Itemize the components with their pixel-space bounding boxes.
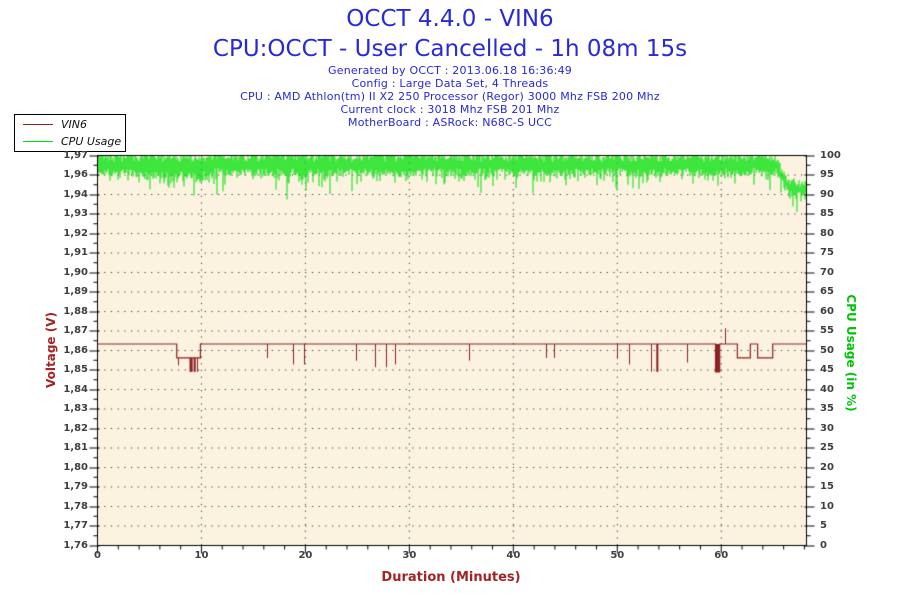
cpu-usage-tick-label: 100 xyxy=(820,149,841,161)
cpu-usage-tick-label: 20 xyxy=(820,461,834,473)
voltage-tick-label: 1,82 xyxy=(63,422,88,434)
voltage-tick-label: 1,89 xyxy=(63,286,88,297)
cpu-usage-tick-label: 10 xyxy=(820,500,834,512)
cpu-usage-tick-label: 70 xyxy=(820,266,834,278)
voltage-tick-label: 1,90 xyxy=(63,266,88,278)
info-line-generated: Generated by OCCT : 2013.06.18 16:36:49 xyxy=(328,64,572,77)
info-line-clock: Current clock : 3018 Mhz FSB 201 Mhz xyxy=(340,103,560,116)
duration-tick-label: 50 xyxy=(610,550,625,561)
duration-tick-label: 40 xyxy=(506,550,521,561)
voltage-tick-label: 1,96 xyxy=(63,169,88,180)
legend-item-cpu-usage: CPU Usage xyxy=(15,135,125,149)
cpu-usage-tick-label: 30 xyxy=(820,422,834,434)
x-axis-title-duration: Duration (Minutes) xyxy=(381,570,521,585)
info-line-motherboard: MotherBoard : ASRock: N68C-S UCC xyxy=(348,116,552,129)
cpu-usage-tick-label: 95 xyxy=(820,169,834,180)
cpu-usage-tick-label: 45 xyxy=(820,364,834,375)
cpu-usage-tick-label: 85 xyxy=(820,208,834,219)
voltage-tick-label: 1,84 xyxy=(63,383,88,395)
cpu-usage-tick-label: 0 xyxy=(820,539,827,551)
voltage-tick-label: 1,83 xyxy=(63,403,88,414)
voltage-tick-label: 1,92 xyxy=(63,227,88,239)
chart-subtitle: CPU:OCCT - User Cancelled - 1h 08m 15s xyxy=(212,36,688,62)
legend-label-vin6: VIN6 xyxy=(61,118,87,131)
voltage-tick-label: 1,76 xyxy=(63,539,88,551)
cpu-usage-tick-label: 15 xyxy=(820,481,834,492)
voltage-tick-label: 1,77 xyxy=(63,520,88,531)
cpu-usage-tick-label: 75 xyxy=(820,247,834,258)
duration-tick-label: 10 xyxy=(194,550,209,561)
duration-tick-label: 60 xyxy=(714,550,729,561)
info-line-config: Config : Large Data Set, 4 Threads xyxy=(351,77,549,90)
plot-area-canvas xyxy=(80,145,825,570)
duration-tick-label: 0 xyxy=(94,550,101,561)
cpu-usage-tick-label: 25 xyxy=(820,442,834,453)
vin6-line-swatch-icon xyxy=(23,124,53,125)
cpu-usage-tick-label: 55 xyxy=(820,325,834,336)
cpu-usage-tick-label: 50 xyxy=(820,344,834,356)
voltage-tick-label: 1,79 xyxy=(63,481,88,492)
duration-tick-label: 30 xyxy=(402,550,417,561)
cpu-usage-tick-label: 90 xyxy=(820,188,834,200)
cpu-usage-tick-label: 35 xyxy=(820,403,834,414)
legend-item-vin6: VIN6 xyxy=(15,118,125,132)
voltage-tick-label: 1,94 xyxy=(63,188,88,200)
voltage-tick-label: 1,93 xyxy=(63,208,88,219)
voltage-tick-label: 1,87 xyxy=(63,325,88,336)
cpu-usage-tick-label: 80 xyxy=(820,227,834,239)
chart-title: OCCT 4.4.0 - VIN6 xyxy=(346,6,554,32)
y-axis-title-cpu-usage: CPU Usage (in %) xyxy=(844,294,858,412)
legend: VIN6 CPU Usage xyxy=(14,114,126,152)
info-line-cpu: CPU : AMD Athlon(tm) II X2 250 Processor… xyxy=(240,90,660,103)
cpu-usage-tick-label: 65 xyxy=(820,286,834,297)
legend-label-cpu-usage: CPU Usage xyxy=(61,135,122,148)
voltage-tick-label: 1,85 xyxy=(63,364,88,375)
voltage-tick-label: 1,81 xyxy=(63,442,88,453)
voltage-tick-label: 1,91 xyxy=(63,247,88,258)
voltage-tick-label: 1,97 xyxy=(63,149,88,161)
cpu-usage-tick-label: 60 xyxy=(820,305,834,317)
duration-tick-label: 20 xyxy=(298,550,313,561)
voltage-tick-label: 1,80 xyxy=(63,461,88,473)
voltage-tick-label: 1,88 xyxy=(63,305,88,317)
voltage-tick-label: 1,78 xyxy=(63,500,88,512)
voltage-tick-label: 1,86 xyxy=(63,344,88,356)
cpu-usage-line-swatch-icon xyxy=(23,141,53,142)
cpu-usage-tick-label: 5 xyxy=(820,520,827,531)
header: OCCT 4.4.0 - VIN6 CPU:OCCT - User Cancel… xyxy=(0,4,900,129)
y-axis-title-voltage: Voltage (V) xyxy=(44,312,58,388)
cpu-usage-tick-label: 40 xyxy=(820,383,834,395)
